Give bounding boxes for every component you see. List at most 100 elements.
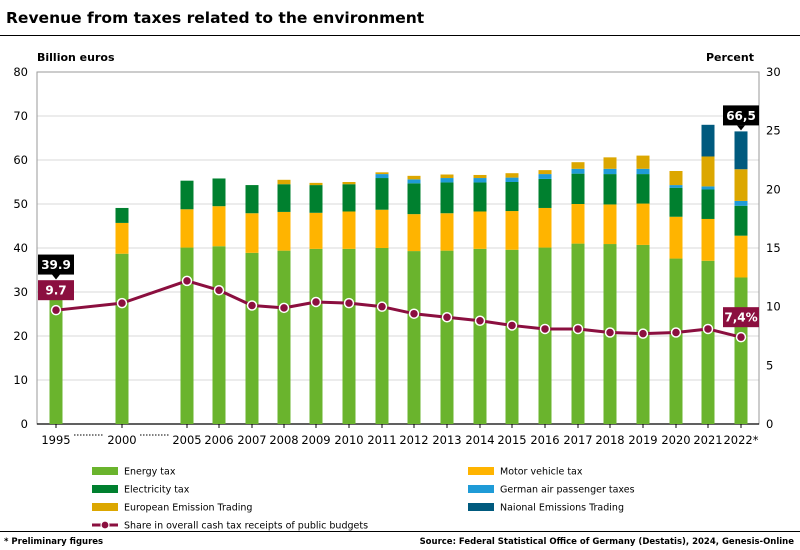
share-line-path [55,279,742,339]
title-rule [0,35,800,36]
bar-electricity-tax-2011 [375,178,389,210]
bar-european-emission-trading-2008 [277,179,291,185]
bar-motor-vehicle-tax-2012 [407,214,421,252]
chart-title: Revenue from taxes related to the enviro… [6,9,425,27]
bar-european-emission-trading-2014 [473,174,487,179]
x-label-2016: 2016 [530,433,559,447]
bar-european-emission-trading-2015 [505,173,519,178]
footer-rule [0,531,800,532]
x-label-2015: 2015 [497,433,526,447]
legend-label-naional-emissions-trading: Naional Emissions Trading [500,503,624,514]
bar-electricity-tax-2010 [342,184,356,212]
bar-energy-tax-2010 [342,248,356,424]
bar-motor-vehicle-tax-2000 [115,222,129,254]
bar-electricity-tax-2008 [277,184,291,212]
legend-swatch-electricity-tax [92,485,118,493]
y-tick-right-10: 10 [766,300,781,314]
share-point-1995 [50,304,62,316]
bar-motor-vehicle-tax-2006 [212,206,226,247]
legend-swatch-energy-tax [92,467,118,475]
bar-motor-vehicle-tax-2018 [603,204,617,245]
share-point-2018 [604,327,616,338]
bar-motor-vehicle-tax-2011 [375,209,389,248]
bar-electricity-tax-2007 [245,185,259,214]
bar-electricity-tax-2018 [603,174,617,205]
bar-electricity-tax-2013 [440,182,454,214]
legend-label-electricity-tax: Electricity tax [124,485,190,496]
share-point-2012 [408,308,420,319]
bar-electricity-tax-2015 [505,182,519,212]
x-label-2013: 2013 [432,433,461,447]
bar-energy-tax-2021 [701,260,715,424]
x-label-2019: 2019 [628,433,657,447]
x-label-2007: 2007 [237,433,266,447]
legend-swatch-german-air-passenger-taxes [468,485,494,493]
bar-european-emission-trading-2022 [734,169,748,201]
bar-energy-tax-2020 [669,258,683,424]
ticks: 0 10 20 30 40 50 60 70 80 0 5 10 15 20 25 30 1995 2000 200… [13,65,780,447]
share-point-2000 [116,297,128,309]
legend-swatch-naional-emissions-trading [468,503,494,511]
bar-motor-vehicle-tax-2016 [538,207,552,248]
legend-label-german-air-passenger-taxes: German air passenger taxes [500,485,635,496]
x-label-2010: 2010 [334,433,363,447]
bar-european-emission-trading-2009 [309,182,323,186]
bar-naional-emissions-trading-2021 [701,124,715,157]
bar-german-air-passenger-taxes-2012 [407,179,421,184]
annotation-share-1995: 9.7 [45,284,66,298]
bar-german-air-passenger-taxes-2013 [440,178,454,183]
bar-german-air-passenger-taxes-2021 [701,186,715,190]
annotation-share-2022: 7,4% [724,311,757,325]
legend-label-european-emission-trading: European Emission Trading [124,503,252,514]
bar-electricity-tax-2019 [636,174,650,204]
bar-european-emission-trading-2013 [440,174,454,179]
bar-electricity-tax-2012 [407,183,421,215]
annotation-total-2022: 66,5 [726,109,756,123]
bar-energy-tax-2008 [277,250,291,424]
x-label-2006: 2006 [204,433,233,447]
share-point-2015 [506,320,518,331]
bar-european-emission-trading-2012 [407,175,421,180]
x-label-1995: 1995 [41,433,70,447]
x-label-2000: 2000 [107,433,136,447]
bar-electricity-tax-2005 [180,180,194,210]
legend-swatch-marker [100,520,110,530]
bar-energy-tax-2006 [212,246,226,424]
y-tick-right-15: 15 [766,241,781,255]
source-note: Source: Federal Statistical Office of Ge… [419,537,794,547]
bar-energy-tax-2000 [115,253,129,424]
bar-european-emission-trading-2018 [603,157,617,169]
y-axis-left-label: Billion euros [37,51,115,64]
share-point-2022 [735,331,747,343]
bar-energy-tax-1995 [49,296,63,424]
bar-german-air-passenger-taxes-2011 [375,174,389,179]
annotations: 39.9 9.7 66,5 7,4% [38,105,759,328]
bar-german-air-passenger-taxes-2015 [505,177,519,182]
bar-energy-tax-2016 [538,247,552,424]
annotation-share-1995-box [38,280,74,301]
bar-energy-tax-2014 [473,248,487,424]
bar-motor-vehicle-tax-2021 [701,218,715,261]
y-tick-right-20: 20 [766,182,781,196]
x-label-2008: 2008 [269,433,298,447]
y-tick-right-25: 25 [766,124,781,138]
bar-motor-vehicle-tax-2005 [180,209,194,248]
annotation-total-1995-pointer [52,274,60,280]
legend-label-motor-vehicle-tax: Motor vehicle tax [500,467,583,478]
y-tick-left-50: 50 [13,197,28,211]
share-point-2020 [670,327,682,338]
share-point-2008 [278,302,290,314]
bar-european-emission-trading-2021 [701,156,715,187]
bar-electricity-tax-2016 [538,178,552,208]
bar-motor-vehicle-tax-2022 [734,235,748,278]
gridlines [36,71,760,425]
share-point-2005 [181,275,193,287]
bar-electricity-tax-2020 [669,187,683,217]
annotation-share-2022-box [723,307,759,328]
legend-swatch-european-emission-trading [92,503,118,511]
legend: Energy tax Motor vehicle tax Electricity t… [92,467,635,532]
x-label-2014: 2014 [465,433,494,447]
annotation-total-1995-box [38,254,74,275]
bar-energy-tax-2013 [440,250,454,424]
bar-electricity-tax-2009 [309,185,323,213]
